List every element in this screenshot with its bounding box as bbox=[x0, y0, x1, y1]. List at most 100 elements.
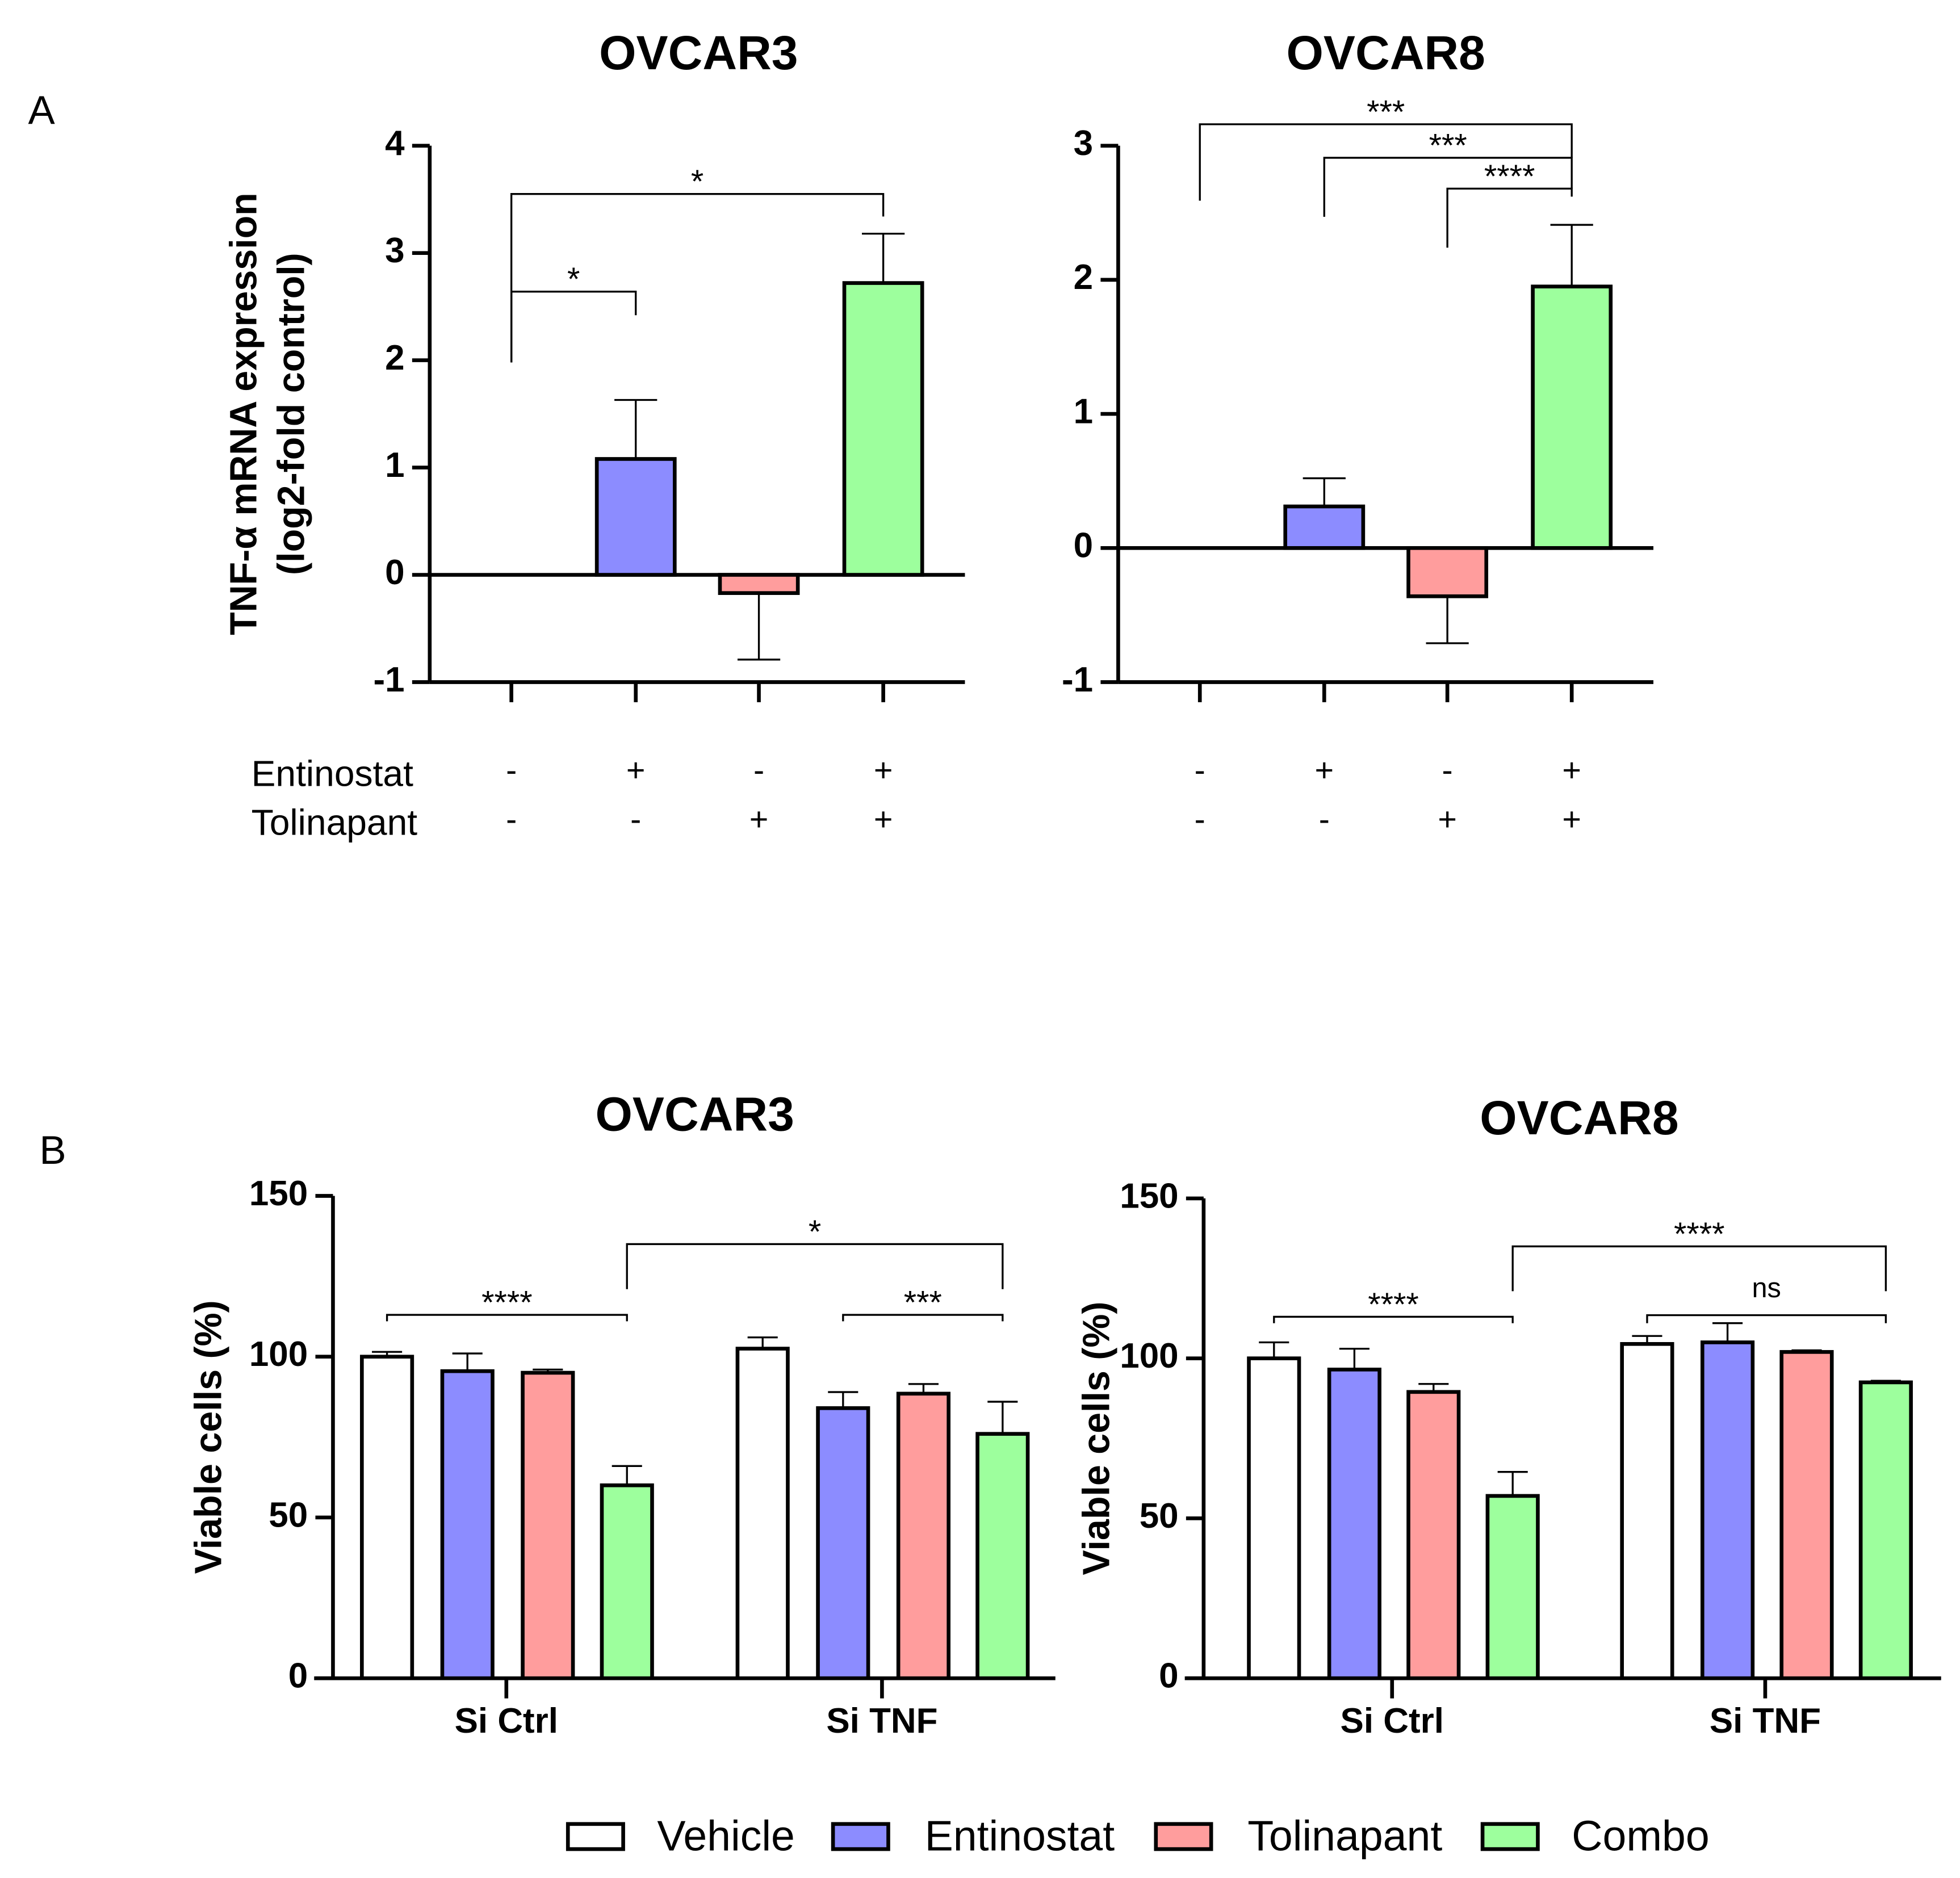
x-tick-label: Si TNF bbox=[826, 1701, 937, 1741]
significance-label: **** bbox=[481, 1285, 533, 1321]
y-tick-label: 2 bbox=[1074, 258, 1093, 297]
row-label: Entinostat bbox=[252, 753, 413, 794]
y-tick-label: 0 bbox=[288, 1657, 308, 1696]
bar bbox=[521, 1370, 575, 1680]
bar bbox=[842, 281, 924, 577]
y-tick-label: 0 bbox=[1159, 1657, 1178, 1696]
x-tick-label: Si Ctrl bbox=[1341, 1701, 1444, 1741]
significance-bracket bbox=[386, 1314, 628, 1322]
legend-swatch bbox=[1154, 1822, 1213, 1851]
treatment-symbol: - bbox=[506, 801, 517, 837]
significance-label: **** bbox=[1484, 158, 1535, 195]
y-axis-label: Viable cells (%) bbox=[1076, 1302, 1118, 1575]
legend-swatch bbox=[1480, 1822, 1540, 1851]
treatment-symbol: - bbox=[1195, 752, 1205, 789]
legend-label: Combo bbox=[1572, 1812, 1709, 1859]
bar bbox=[360, 1355, 414, 1680]
significance-label: * bbox=[691, 164, 703, 200]
panel-label: B bbox=[39, 1128, 66, 1173]
y-axis-label: Viable cells (%) bbox=[187, 1300, 229, 1574]
row-label: Tolinapant bbox=[252, 802, 418, 843]
significance-label: **** bbox=[1674, 1216, 1725, 1252]
bar bbox=[1406, 1390, 1461, 1680]
significance-label: **** bbox=[1368, 1286, 1419, 1323]
significance-bracket bbox=[842, 1314, 1004, 1322]
chart-title: OVCAR8 bbox=[1480, 1091, 1678, 1145]
significance-bracket bbox=[1323, 157, 1573, 217]
chart-title: OVCAR3 bbox=[599, 26, 798, 79]
bar bbox=[718, 573, 800, 595]
treatment-symbol: + bbox=[1562, 752, 1581, 789]
bar bbox=[1485, 1494, 1540, 1680]
legend-label: Vehicle bbox=[657, 1812, 795, 1859]
treatment-symbol: - bbox=[506, 752, 517, 789]
bar bbox=[1700, 1340, 1755, 1680]
bar bbox=[735, 1347, 790, 1680]
y-tick-label: 3 bbox=[1074, 124, 1093, 163]
treatment-symbol: + bbox=[749, 801, 769, 837]
chart-title: OVCAR8 bbox=[1287, 26, 1485, 79]
bar bbox=[1327, 1368, 1381, 1680]
x-tick-label: Si Ctrl bbox=[455, 1701, 558, 1741]
significance-label: *** bbox=[1429, 127, 1467, 164]
y-tick-label: 0 bbox=[385, 553, 404, 592]
y-tick-label: -1 bbox=[374, 660, 405, 699]
significance-label: ns bbox=[1752, 1273, 1781, 1303]
treatment-symbol: + bbox=[874, 801, 893, 837]
y-tick-label: 100 bbox=[249, 1335, 308, 1374]
bar bbox=[896, 1391, 951, 1680]
treatment-symbol: + bbox=[1438, 801, 1457, 837]
significance-label: * bbox=[567, 261, 580, 297]
treatment-symbol: + bbox=[874, 752, 893, 789]
treatment-symbol: - bbox=[1319, 801, 1330, 837]
significance-label: *** bbox=[904, 1285, 942, 1321]
significance-bracket bbox=[1199, 123, 1573, 201]
treatment-symbol: - bbox=[630, 801, 641, 837]
y-tick-label: 150 bbox=[1120, 1176, 1178, 1215]
bar bbox=[1406, 546, 1489, 598]
treatment-symbol: - bbox=[1195, 801, 1205, 837]
significance-bracket bbox=[626, 1243, 1004, 1289]
bar bbox=[594, 457, 677, 577]
treatment-symbol: + bbox=[626, 752, 646, 789]
significance-label: *** bbox=[1367, 94, 1405, 130]
y-tick-label: 0 bbox=[1074, 526, 1093, 565]
bar bbox=[1247, 1356, 1301, 1680]
legend-label: Entinostat bbox=[925, 1812, 1115, 1859]
bar bbox=[1779, 1350, 1834, 1680]
y-tick-label: 50 bbox=[269, 1495, 308, 1535]
x-tick-label: Si TNF bbox=[1710, 1701, 1821, 1741]
y-axis-label: TNF-α mRNA expression bbox=[223, 192, 265, 635]
significance-label: * bbox=[809, 1214, 821, 1250]
y-tick-label: 4 bbox=[385, 124, 405, 163]
bar bbox=[1283, 504, 1366, 550]
y-tick-label: 150 bbox=[249, 1174, 308, 1213]
significance-bracket bbox=[510, 291, 637, 363]
bar bbox=[600, 1483, 654, 1680]
significance-bracket bbox=[1646, 1314, 1887, 1323]
legend-label: Tolinapant bbox=[1247, 1812, 1442, 1859]
treatment-symbol: - bbox=[753, 752, 764, 789]
bar bbox=[1620, 1342, 1674, 1680]
bar bbox=[816, 1406, 870, 1680]
y-tick-label: 3 bbox=[385, 231, 404, 270]
significance-bracket bbox=[1511, 1245, 1887, 1292]
significance-bracket bbox=[510, 193, 885, 363]
chart-title: OVCAR3 bbox=[596, 1088, 794, 1141]
treatment-symbol: + bbox=[1562, 801, 1581, 837]
y-tick-label: 100 bbox=[1120, 1336, 1178, 1376]
legend-swatch bbox=[831, 1822, 890, 1851]
y-tick-label: 1 bbox=[1074, 392, 1093, 431]
treatment-symbol: + bbox=[1314, 752, 1334, 789]
significance-bracket bbox=[1446, 187, 1573, 248]
bar bbox=[975, 1432, 1030, 1680]
y-axis-label: (log2-fold control) bbox=[270, 253, 312, 575]
y-tick-label: 2 bbox=[385, 338, 404, 378]
treatment-symbol: - bbox=[1442, 752, 1453, 789]
bar bbox=[1531, 284, 1613, 550]
y-tick-label: 1 bbox=[385, 446, 404, 485]
significance-bracket bbox=[1273, 1315, 1514, 1323]
bar bbox=[440, 1369, 495, 1680]
